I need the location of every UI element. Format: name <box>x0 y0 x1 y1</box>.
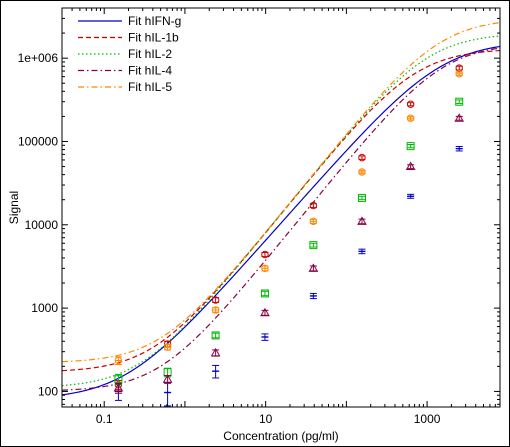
marker-circle <box>261 250 269 259</box>
fit-curve-3 <box>62 47 500 391</box>
fit-curve-2 <box>62 35 500 387</box>
marker-square <box>406 142 415 151</box>
legend-label: Fit hIL-5 <box>128 80 172 94</box>
x-tick-label: 1000 <box>414 412 441 426</box>
data-point <box>357 216 367 225</box>
legend-entry: Fit hIL-5 <box>78 80 172 94</box>
legend-label: Fit hIL-1b <box>128 31 179 45</box>
data-point <box>309 292 317 300</box>
marker-triangle <box>357 216 367 225</box>
data-point <box>455 70 463 78</box>
data-point <box>406 114 415 122</box>
data-point <box>261 264 269 273</box>
legend-entry: Fit hIL-1b <box>78 31 179 45</box>
x-axis-title: Concentration (pg/ml) <box>223 429 338 443</box>
marker-circle <box>309 201 318 210</box>
fit-curve-0 <box>62 45 500 396</box>
marker-circle <box>211 296 220 304</box>
legend-entry: Fit hIL-2 <box>78 47 172 61</box>
data-point <box>406 142 415 151</box>
data-point <box>212 364 220 379</box>
plot-area-border <box>61 7 501 408</box>
data-points <box>113 64 465 407</box>
marker-square <box>114 375 123 384</box>
marker-square <box>357 193 366 202</box>
data-point <box>114 356 123 366</box>
y-tick-label: 1000 <box>31 301 58 315</box>
data-point <box>211 331 220 340</box>
data-point <box>358 168 366 176</box>
data-point <box>358 248 366 255</box>
legend-entry: Fit hIFN-g <box>78 14 181 28</box>
marker-circle <box>358 153 366 162</box>
marker-triangle <box>454 113 465 122</box>
y-axis-title: Signal <box>7 191 21 224</box>
data-point <box>407 193 415 199</box>
data-point <box>260 307 270 317</box>
data-point <box>455 97 464 106</box>
marker-triangle <box>162 374 173 383</box>
data-point <box>455 146 463 152</box>
legend-entry: Fit hIL-4 <box>78 64 172 78</box>
data-point <box>406 100 415 108</box>
data-point <box>210 347 221 357</box>
marker-triangle <box>260 307 270 317</box>
data-point <box>113 382 124 394</box>
legend: Fit hIFN-g Fit hIL-1b Fit hIL-2 Fit hIL-4 Fi… <box>78 14 181 94</box>
marker-square <box>211 331 220 340</box>
data-point <box>261 333 269 341</box>
marker-triangle <box>210 347 221 357</box>
data-point <box>454 113 465 122</box>
marker-triangle <box>113 382 124 392</box>
marker-square <box>309 241 318 250</box>
data-point <box>357 193 366 202</box>
legend-label: Fit hIFN-g <box>128 14 181 28</box>
axes: 0.1 10 1000 100 1000 10000 100000 1e+006 <box>18 7 501 426</box>
data-point <box>308 263 319 272</box>
marker-square <box>260 289 269 298</box>
y-tick-label: 100000 <box>18 134 58 148</box>
x-tick-label: 10 <box>259 412 273 426</box>
marker-triangle <box>308 263 319 272</box>
marker-circle <box>406 100 415 108</box>
data-point <box>162 374 173 384</box>
data-point <box>260 289 269 298</box>
data-point <box>163 343 172 351</box>
data-point <box>211 306 220 314</box>
data-point <box>211 296 220 304</box>
x-tick-label: 0.1 <box>96 412 113 426</box>
marker-square <box>455 97 464 106</box>
y-tick-label: 1e+006 <box>18 51 59 65</box>
data-point <box>261 250 269 259</box>
marker-triangle <box>405 161 416 171</box>
y-tick-label: 10000 <box>25 218 59 232</box>
data-point <box>309 201 318 210</box>
data-point <box>455 64 463 72</box>
y-tick-label: 100 <box>38 384 58 398</box>
data-point <box>358 153 366 162</box>
data-point <box>309 217 318 226</box>
legend-label: Fit hIL-4 <box>128 64 172 78</box>
data-point <box>405 161 416 171</box>
fit-curves <box>62 22 500 396</box>
marker-circle <box>455 64 463 72</box>
data-point <box>309 241 318 250</box>
legend-label: Fit hIL-2 <box>128 47 172 61</box>
